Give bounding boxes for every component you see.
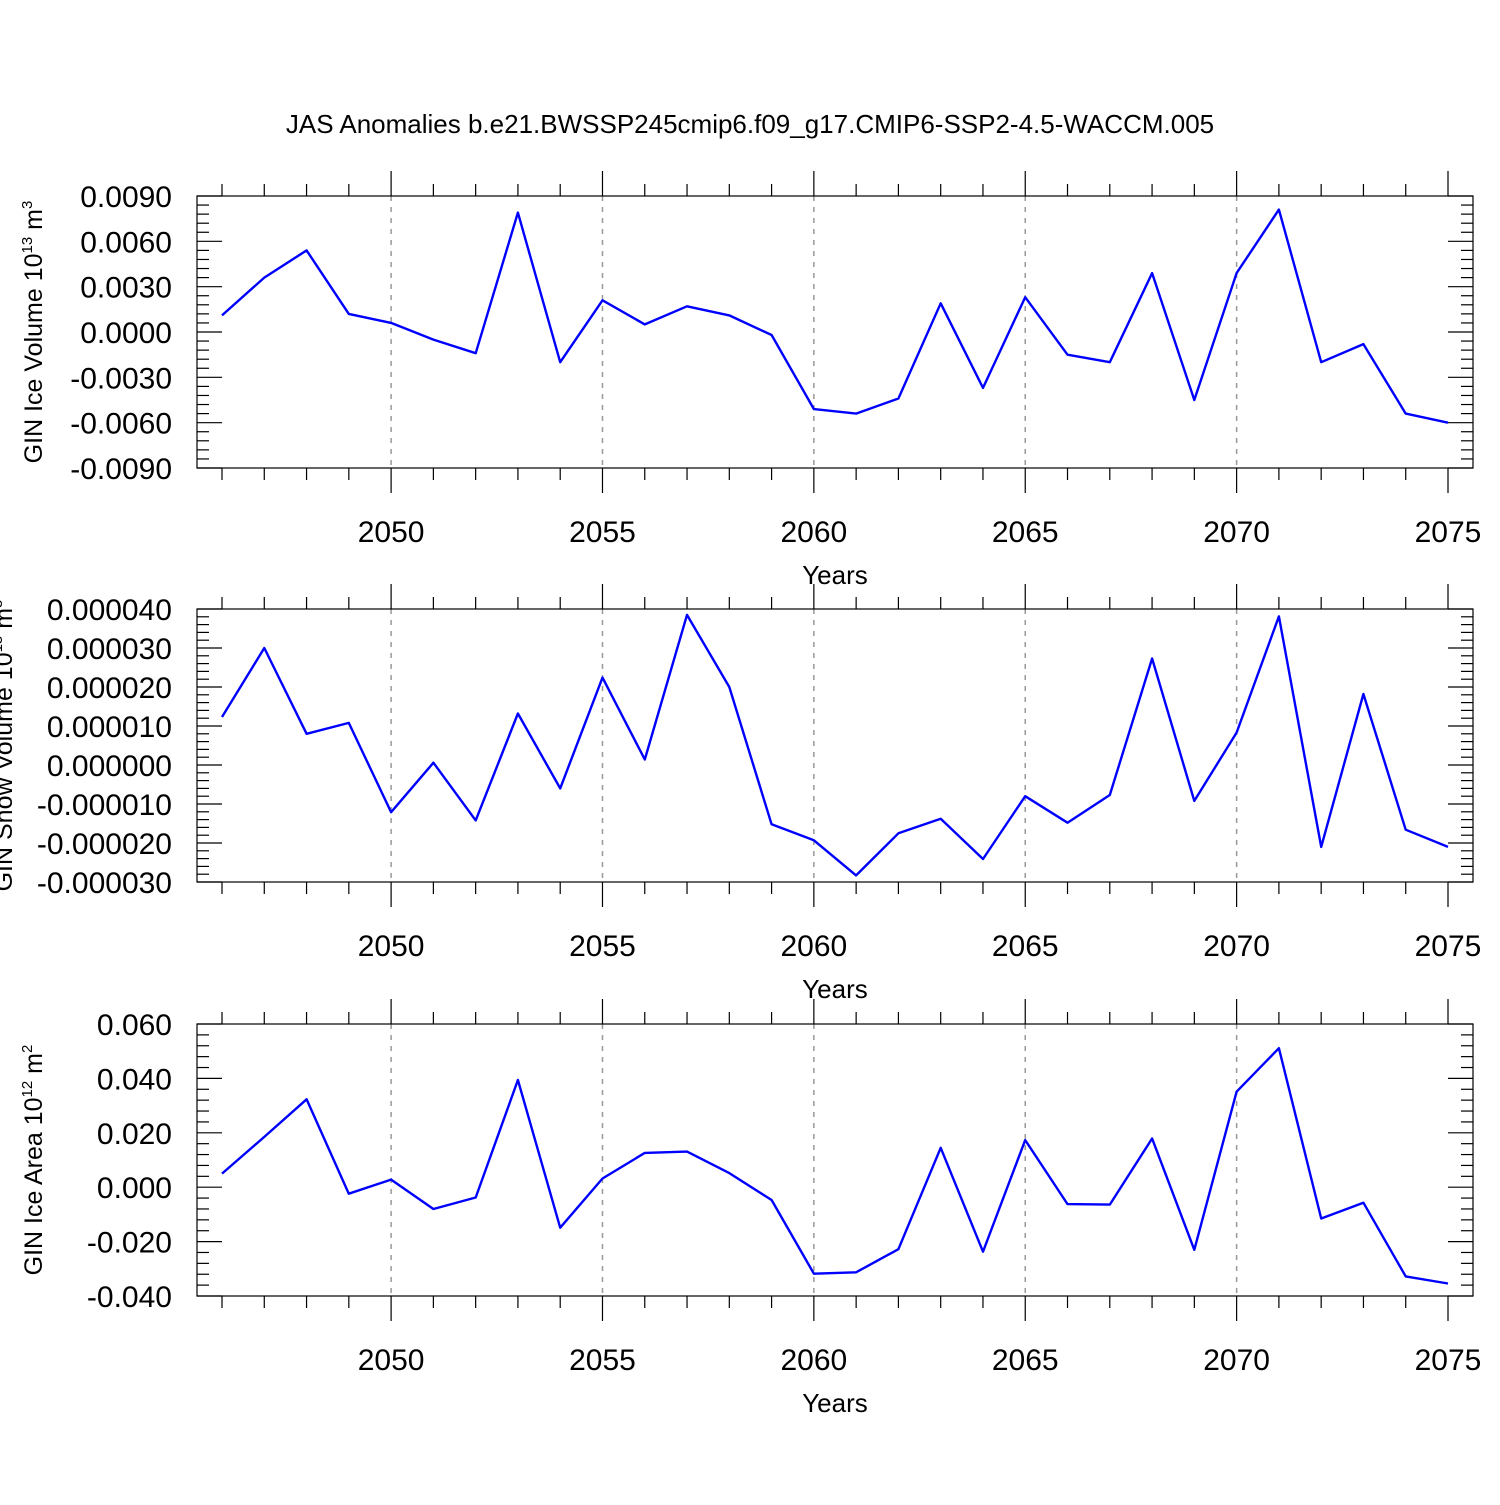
y-tick-label: 0.060: [97, 1009, 172, 1042]
x-tick-label: 2065: [992, 1344, 1059, 1377]
x-tick-label: 2055: [569, 1344, 636, 1377]
x-axis-label: Years: [802, 1388, 868, 1418]
x-tick-label: 2060: [780, 930, 847, 963]
x-axis-label: Years: [802, 560, 868, 590]
y-axis-label-text: m: [20, 209, 48, 237]
chart-panel-1: 2050 2055 2060 2065 2070 2075 Years -0.0090 -0.0…: [19, 171, 1481, 590]
plot-frame: [197, 196, 1473, 468]
x-tick-label: 2075: [1415, 516, 1482, 549]
y-axis-label-superscript: 12: [19, 1081, 36, 1098]
x-tick-label: 2050: [358, 930, 425, 963]
x-tick-label: 2065: [992, 516, 1059, 549]
y-axis-label-superscript: 3: [19, 201, 36, 209]
x-tick-label: 2055: [569, 516, 636, 549]
series-line: [222, 615, 1448, 876]
x-tick-label: 2070: [1203, 1344, 1270, 1377]
y-tick-label: -0.0060: [70, 408, 172, 441]
y-tick-label: -0.0090: [70, 453, 172, 486]
y-tick-label: 0.000040: [47, 594, 172, 627]
x-tick-label: 2050: [358, 516, 425, 549]
y-axis-label-text: GIN Snow Volume 10: [0, 652, 18, 891]
y-tick-label: 0.020: [97, 1118, 172, 1151]
chart-panel-3: 2050 2055 2060 2065 2070 2075 Years -0.040 -0.02…: [19, 999, 1481, 1418]
y-axis-label-superscript: 3: [0, 600, 6, 608]
x-tick-label: 2050: [358, 1344, 425, 1377]
x-tick-label: 2055: [569, 930, 636, 963]
plot-frame: [197, 609, 1473, 882]
x-tick-label: 2060: [780, 516, 847, 549]
y-tick-label: -0.000030: [37, 867, 172, 900]
y-tick-label: 0.0060: [80, 226, 172, 259]
y-axis-label-superscript: 2: [19, 1045, 36, 1053]
y-axis-label-text: m: [20, 1053, 48, 1081]
plot-frame: [197, 1024, 1473, 1296]
y-axis-label-superscript: 13: [0, 636, 6, 653]
y-tick-label: -0.020: [87, 1227, 172, 1260]
y-tick-label: 0.0000: [80, 317, 172, 350]
x-tick-label: 2065: [992, 930, 1059, 963]
y-axis-label: GIN Ice Volume 1013 m3: [19, 201, 48, 464]
y-axis-label: GIN Ice Area 1012 m2: [19, 1045, 48, 1276]
chart-panel-2: 2050 2055 2060 2065 2070 2075 Years -0.000030 -0…: [0, 584, 1481, 1004]
x-axis-label: Years: [802, 974, 868, 1004]
x-tick-label: 2060: [780, 1344, 847, 1377]
series-line: [222, 1048, 1448, 1283]
y-tick-label: 0.000030: [47, 633, 172, 666]
chart-title: JAS Anomalies b.e21.BWSSP245cmip6.f09_g1…: [286, 109, 1214, 139]
y-axis-label: GIN Snow Volume 1013 m3: [0, 600, 18, 892]
x-tick-label: 2075: [1415, 930, 1482, 963]
y-axis-label-text: GIN Ice Volume 10: [20, 253, 48, 463]
x-tick-label: 2070: [1203, 930, 1270, 963]
y-tick-label: 0.000020: [47, 672, 172, 705]
y-axis-label-text: GIN Ice Area 10: [20, 1097, 48, 1275]
series-line: [222, 210, 1448, 423]
y-tick-label: -0.000020: [37, 828, 172, 861]
y-tick-label: 0.000: [97, 1172, 172, 1205]
y-tick-label: 0.000000: [47, 750, 172, 783]
x-tick-label: 2070: [1203, 516, 1270, 549]
y-tick-label: 0.0030: [80, 272, 172, 305]
x-tick-label: 2075: [1415, 1344, 1482, 1377]
y-axis-label-text: m: [0, 608, 18, 636]
y-tick-label: -0.000010: [37, 789, 172, 822]
y-tick-label: 0.040: [97, 1063, 172, 1096]
y-tick-label: -0.0030: [70, 362, 172, 395]
y-tick-label: -0.040: [87, 1281, 172, 1314]
y-tick-label: 0.0090: [80, 181, 172, 214]
y-axis-label-superscript: 13: [19, 237, 36, 254]
y-tick-label: 0.000010: [47, 711, 172, 744]
